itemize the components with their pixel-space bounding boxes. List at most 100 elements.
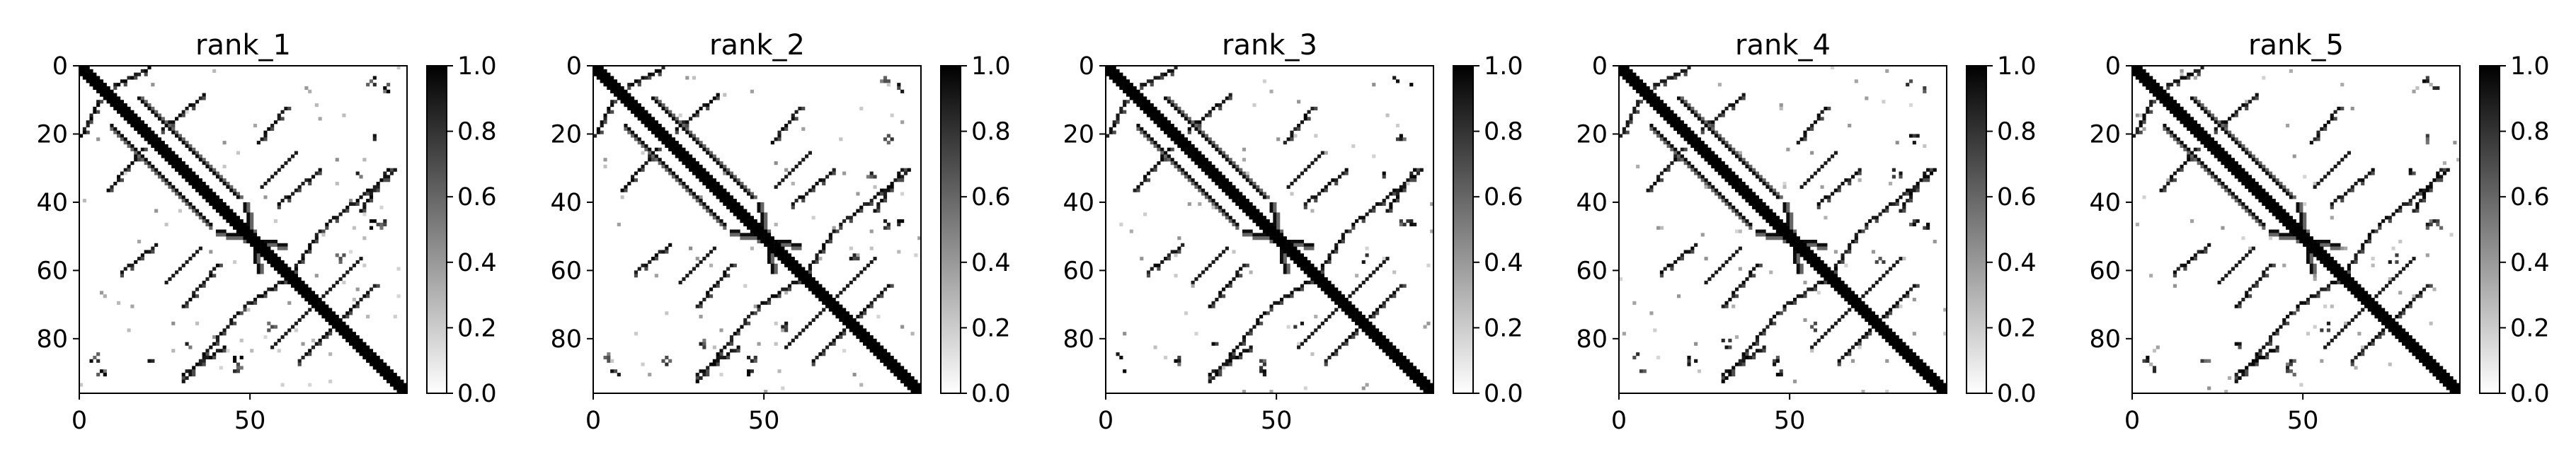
heatmap-cell xyxy=(246,216,251,220)
heatmap-cell xyxy=(695,161,699,166)
heatmap-cell xyxy=(1899,195,1903,199)
heatmap-cell xyxy=(1656,175,1661,179)
heatmap-cell xyxy=(869,338,874,342)
heatmap-cell xyxy=(1923,144,1927,149)
heatmap-cell xyxy=(1228,188,1232,192)
heatmap-cell xyxy=(1878,325,1882,329)
heatmap-cell xyxy=(764,233,768,237)
heatmap-cell xyxy=(1239,342,1243,346)
heatmap-cell xyxy=(794,117,798,121)
heatmap-cell xyxy=(1395,199,1400,203)
heatmap-cell xyxy=(294,280,298,284)
heatmap-cell xyxy=(1940,379,1944,383)
heatmap-cell xyxy=(195,151,200,155)
heatmap-cell xyxy=(2200,161,2204,166)
heatmap-cell xyxy=(198,246,202,250)
heatmap-cell xyxy=(1642,83,1647,87)
heatmap-cell xyxy=(263,195,268,199)
heatmap-cell xyxy=(1262,222,1266,226)
heatmap-cell xyxy=(1181,168,1185,172)
heatmap-cell xyxy=(1803,130,1807,134)
heatmap-cell xyxy=(1687,66,1691,70)
heatmap-cell xyxy=(372,352,377,356)
heatmap-cell xyxy=(1150,106,1154,110)
heatmap-cell xyxy=(1215,171,1219,175)
heatmap-cell xyxy=(1899,345,1903,349)
heatmap-cell xyxy=(682,158,686,162)
heatmap-cell xyxy=(624,188,628,192)
heatmap-cell xyxy=(151,164,155,168)
heatmap-cell xyxy=(1762,328,1766,332)
heatmap-cell xyxy=(1827,158,1831,162)
heatmap-cell xyxy=(1116,352,1120,356)
heatmap-cell xyxy=(2442,171,2447,175)
heatmap-cell xyxy=(1666,141,1671,145)
heatmap-cell xyxy=(890,137,894,141)
heatmap-cell xyxy=(1807,253,1811,257)
heatmap-cell xyxy=(828,297,832,302)
heatmap-cell xyxy=(195,181,200,186)
heatmap-cell xyxy=(325,291,329,295)
heatmap-cell xyxy=(1807,178,1811,182)
heatmap-cell xyxy=(1163,117,1168,121)
heatmap-cell xyxy=(144,250,148,254)
heatmap-cell xyxy=(1758,233,1763,237)
heatmap-cell xyxy=(791,338,795,342)
heatmap-cell xyxy=(277,270,281,274)
heatmap-cell xyxy=(270,257,275,261)
heatmap-cell xyxy=(2197,123,2201,128)
heatmap-cell xyxy=(781,257,785,261)
heatmap-cell xyxy=(624,96,628,100)
heatmap-cell xyxy=(1848,308,1852,312)
heatmap-cell xyxy=(321,229,326,233)
heatmap-cell xyxy=(1133,188,1137,192)
heatmap-cell xyxy=(1406,178,1410,182)
heatmap-cell xyxy=(1239,171,1243,175)
heatmap-cell xyxy=(2258,219,2262,224)
heatmap-cell xyxy=(651,151,656,155)
heatmap-cell xyxy=(188,257,193,261)
heatmap-cell xyxy=(2149,86,2153,91)
heatmap-cell xyxy=(1211,178,1215,182)
heatmap-cell xyxy=(229,216,234,220)
heatmap-cell xyxy=(634,178,638,182)
heatmap-cell xyxy=(1119,79,1123,83)
heatmap-cell xyxy=(852,318,857,323)
heatmap-cell xyxy=(2245,103,2249,108)
heatmap-cell xyxy=(702,178,706,182)
heatmap-cell xyxy=(1908,199,1913,203)
heatmap-cell xyxy=(212,69,217,73)
heatmap-cell xyxy=(86,69,90,73)
heatmap-cell xyxy=(209,274,213,278)
heatmap-cell xyxy=(689,134,693,138)
heatmap-cell xyxy=(1266,236,1270,240)
heatmap-cell xyxy=(1666,113,1671,117)
heatmap-cell xyxy=(1341,304,1345,308)
heatmap-cell xyxy=(1228,216,1232,220)
heatmap-cell xyxy=(2139,130,2143,134)
heatmap-cell xyxy=(671,137,676,141)
heatmap-cell xyxy=(2238,202,2242,207)
heatmap-cell xyxy=(1259,212,1264,216)
heatmap-cell xyxy=(1327,294,1332,298)
heatmap-cell xyxy=(1413,366,1417,370)
heatmap-cell xyxy=(1409,219,1414,224)
heatmap-cell xyxy=(1813,260,1818,265)
heatmap-cell xyxy=(1810,257,1814,261)
heatmap-cell xyxy=(1878,257,1882,261)
heatmap-cell xyxy=(379,366,384,370)
heatmap-cell xyxy=(2163,127,2167,131)
heatmap-cell xyxy=(1334,297,1339,302)
heatmap-cell xyxy=(692,192,696,196)
heatmap-cell xyxy=(1184,171,1189,175)
heatmap-cell xyxy=(1423,376,1427,381)
heatmap-cell xyxy=(596,130,600,134)
heatmap-cell xyxy=(106,93,110,97)
heatmap-cell xyxy=(1215,178,1219,182)
heatmap-cell xyxy=(1392,345,1397,349)
heatmap-cell xyxy=(1656,130,1661,134)
heatmap-cell xyxy=(2176,110,2180,114)
heatmap-cell xyxy=(383,175,387,179)
heatmap-cell xyxy=(260,270,264,274)
heatmap-cell xyxy=(352,297,356,302)
